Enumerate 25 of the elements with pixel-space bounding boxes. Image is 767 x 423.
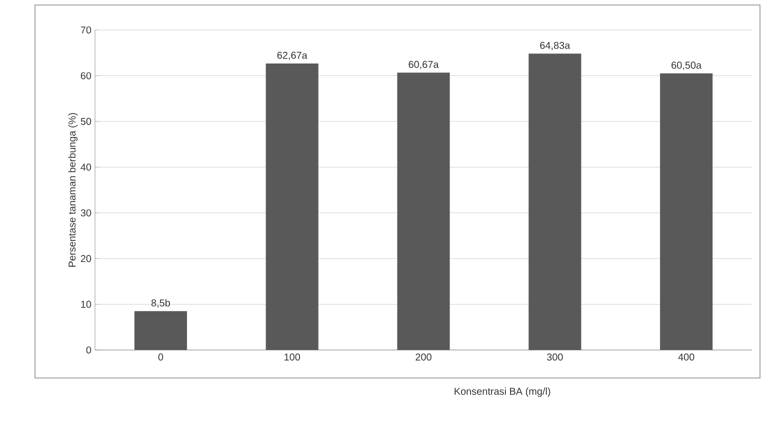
y-tick-label: 30 [80,209,92,216]
bar [528,54,582,350]
x-tick-label: 300 [546,354,563,361]
y-tick-label: 60 [80,72,92,80]
y-tick-label: 0 [86,346,92,354]
bar [266,64,318,350]
data-label: 60,50a [672,62,702,70]
bar [660,73,713,350]
y-tick-label: 10 [81,300,92,308]
x-tick-label: 100 [284,354,300,361]
bar [397,72,450,350]
data-label: 60,67a [408,60,439,70]
y-tick-label: 40 [80,164,92,171]
x-tick-label: 0 [158,354,164,361]
x-axis-title: Konsentrasi BA (mg/l) [454,388,550,397]
x-tick-label: 200 [416,354,432,361]
bar [134,311,187,350]
data-label: 64,83a [540,42,570,50]
data-label: 62,67a [277,52,308,60]
y-tick-label: 70 [80,26,92,34]
x-tick-label: 400 [678,354,694,361]
y-tick-label: 50 [80,118,92,125]
y-axis-title: Persentase tanaman berbunga (%) [68,113,78,267]
data-label: 8,5b [151,299,170,308]
y-tick-label: 20 [80,255,92,262]
